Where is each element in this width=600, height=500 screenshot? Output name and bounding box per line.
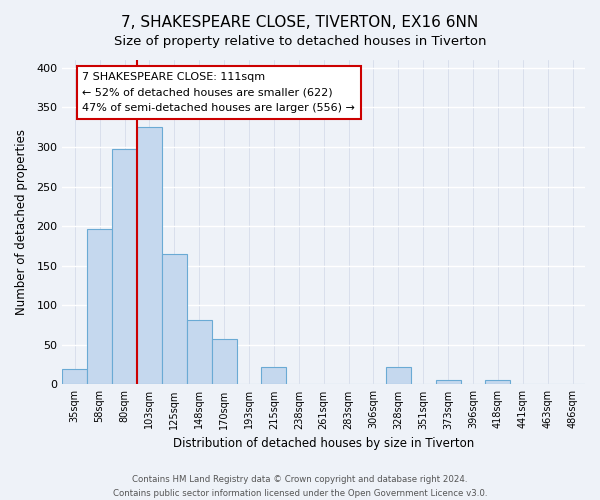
Bar — [137, 128, 162, 384]
Text: 7, SHAKESPEARE CLOSE, TIVERTON, EX16 6NN: 7, SHAKESPEARE CLOSE, TIVERTON, EX16 6NN — [121, 15, 479, 30]
Bar — [87, 228, 112, 384]
Bar — [436, 380, 461, 384]
Bar — [112, 150, 137, 384]
Bar — [386, 367, 411, 384]
Text: 7 SHAKESPEARE CLOSE: 111sqm
← 52% of detached houses are smaller (622)
47% of se: 7 SHAKESPEARE CLOSE: 111sqm ← 52% of det… — [82, 72, 355, 113]
Bar — [485, 380, 511, 384]
Text: Contains HM Land Registry data © Crown copyright and database right 2024.
Contai: Contains HM Land Registry data © Crown c… — [113, 476, 487, 498]
Bar — [62, 368, 87, 384]
Bar — [212, 340, 236, 384]
Bar — [162, 254, 187, 384]
Text: Size of property relative to detached houses in Tiverton: Size of property relative to detached ho… — [114, 35, 486, 48]
Bar — [187, 320, 212, 384]
X-axis label: Distribution of detached houses by size in Tiverton: Distribution of detached houses by size … — [173, 437, 474, 450]
Bar — [262, 367, 286, 384]
Y-axis label: Number of detached properties: Number of detached properties — [15, 129, 28, 315]
